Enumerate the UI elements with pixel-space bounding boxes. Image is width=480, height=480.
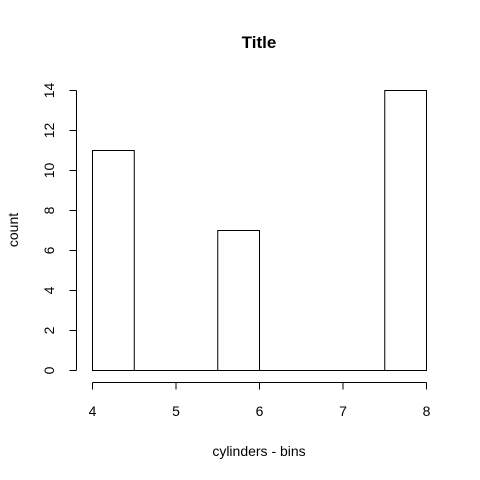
y-tick-label: 6	[41, 246, 57, 254]
y-tick-label: 14	[41, 83, 57, 99]
x-axis-label: cylinders - bins	[212, 443, 305, 459]
x-tick-label: 8	[423, 403, 431, 419]
y-axis: 0 2 4 6 8 10 12 14	[41, 83, 77, 375]
x-tick-label: 6	[256, 403, 264, 419]
histogram-bar	[93, 151, 135, 371]
y-axis-label: count	[5, 213, 21, 247]
x-tick-label: 5	[172, 403, 180, 419]
histogram-bar	[218, 231, 260, 371]
y-tick-label: 2	[41, 326, 57, 334]
histogram-bar	[385, 91, 427, 371]
y-tick-label: 12	[41, 123, 57, 139]
y-tick-label: 0	[41, 366, 57, 374]
x-tick-label: 7	[339, 403, 347, 419]
y-tick-label: 10	[41, 163, 57, 179]
y-tick-label: 4	[41, 286, 57, 294]
chart-title: Title	[242, 33, 277, 52]
x-axis: 4 5 6 7 8	[89, 383, 431, 420]
x-tick-label: 4	[89, 403, 97, 419]
y-tick-label: 8	[41, 206, 57, 214]
bars-group	[93, 91, 427, 371]
